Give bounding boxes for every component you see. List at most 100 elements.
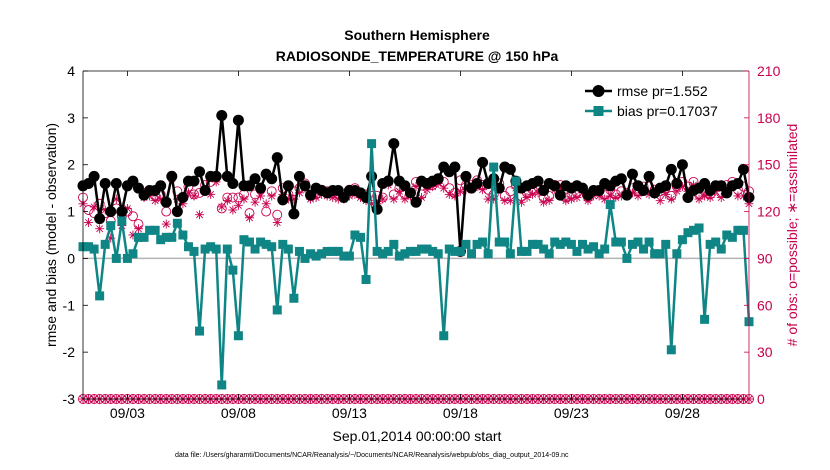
x-axis-label: Sep.01,2014 00:00:00 start <box>333 428 502 444</box>
bias-point <box>278 239 288 249</box>
bias-point <box>122 253 132 263</box>
bias-point <box>666 345 676 355</box>
bias-point <box>167 232 177 242</box>
bias-point <box>306 249 316 259</box>
bias-point <box>195 326 205 336</box>
bias-point <box>172 218 182 228</box>
bias-point <box>689 225 698 235</box>
bias-point <box>494 237 504 247</box>
legend-rmse-marker <box>592 85 605 97</box>
bias-point <box>383 246 393 256</box>
bias-point <box>233 331 243 341</box>
legend-box <box>584 78 742 124</box>
rmse-point <box>676 159 688 171</box>
obs-assimilated-marker <box>239 194 249 204</box>
rmse-point <box>299 180 311 192</box>
rmse-point <box>504 163 516 175</box>
x-tick-label: 09/08 <box>221 405 256 421</box>
y-right-tick-label: 180 <box>757 110 781 126</box>
obs-assimilated-marker <box>150 196 160 206</box>
ticks-layer: -3 -2 -1 0 1 2 3 4 0 30 60 90 120 150 180 210 09/03 09/08… <box>63 63 781 421</box>
rmse-point <box>665 163 677 175</box>
bias-point <box>711 237 721 247</box>
rmse-point <box>210 170 222 182</box>
obs-assimilated-marker <box>261 199 271 209</box>
obs-assimilated-marker <box>272 218 282 228</box>
rmse-point <box>166 170 178 182</box>
rmse-point <box>410 196 422 208</box>
rmse-point <box>271 152 283 164</box>
bias-point <box>472 239 482 249</box>
bias-point <box>411 246 421 256</box>
bias-point <box>683 228 693 238</box>
bias-point <box>106 221 116 231</box>
bias-point <box>483 249 493 259</box>
rmse-point <box>615 173 627 185</box>
bias-point <box>639 244 649 254</box>
bias-point <box>256 237 266 247</box>
rmse-point <box>460 170 472 182</box>
bias-point <box>600 244 610 254</box>
bias-point <box>572 246 582 256</box>
rmse-point <box>432 173 444 185</box>
rmse-point <box>371 203 383 215</box>
plot-frame <box>82 70 750 400</box>
bias-point <box>583 244 593 254</box>
series-layer <box>77 110 755 390</box>
bias-point <box>627 239 637 249</box>
obs-assimilated-marker <box>444 189 454 199</box>
y-left-tick-label: 1 <box>67 204 75 220</box>
rmse-point <box>105 206 117 218</box>
y-axis-label-left: rmse and bias (model - observation) <box>43 123 59 347</box>
rmse-point <box>404 187 416 199</box>
bias-point <box>206 242 216 252</box>
bias-point <box>644 237 654 247</box>
bias-point <box>450 246 460 256</box>
bias-point <box>650 249 660 259</box>
obs-assimilated-marker <box>389 194 399 204</box>
bias-point <box>516 246 526 256</box>
bias-point <box>139 232 149 242</box>
rmse-point <box>388 138 400 150</box>
rmse-point <box>177 192 189 204</box>
obs-assimilated-marker <box>228 205 238 215</box>
bias-point <box>500 237 510 247</box>
rmse-point <box>288 208 300 220</box>
bias-point <box>328 246 338 256</box>
bias-point <box>156 235 166 245</box>
bias-point <box>405 246 415 256</box>
x-tick-label: 09/23 <box>554 405 589 421</box>
plot-area <box>83 71 749 399</box>
rmse-point <box>171 206 183 218</box>
obs-assimilated-marker <box>528 189 538 199</box>
obs-assimilated-marker <box>233 200 243 210</box>
rmse-point <box>471 177 483 189</box>
y-left-tick-label: 0 <box>67 250 75 266</box>
bias-point <box>622 253 632 263</box>
rmse-point <box>266 173 278 185</box>
bias-point <box>461 239 471 249</box>
rmse-point <box>643 170 655 182</box>
bias-point <box>117 216 127 226</box>
bias-point <box>367 139 377 149</box>
obs-assimilated-marker <box>605 191 615 201</box>
bias-point <box>339 251 349 261</box>
bias-point <box>700 314 710 324</box>
rmse-point <box>116 206 128 218</box>
obs-assimilated-marker <box>222 196 232 206</box>
obs-assimilated-marker <box>267 191 277 201</box>
bias-point <box>128 249 138 259</box>
y-left-tick-label: -1 <box>63 297 76 313</box>
bias-point <box>272 305 282 315</box>
bias-point <box>134 232 143 242</box>
bias-point <box>161 232 171 242</box>
rmse-point <box>199 184 211 196</box>
bias-point <box>289 293 299 303</box>
bias-point <box>433 249 443 259</box>
legend-bias-label: bias pr=0.17037 <box>617 103 718 119</box>
bias-point <box>489 162 499 172</box>
legend-item-rmse: rmse pr=1.552 <box>585 83 708 99</box>
bias-point <box>417 244 427 254</box>
bias-point <box>222 244 232 254</box>
y-axis-label-right: # of obs: o=possible; ∗=assimilated <box>784 124 800 347</box>
